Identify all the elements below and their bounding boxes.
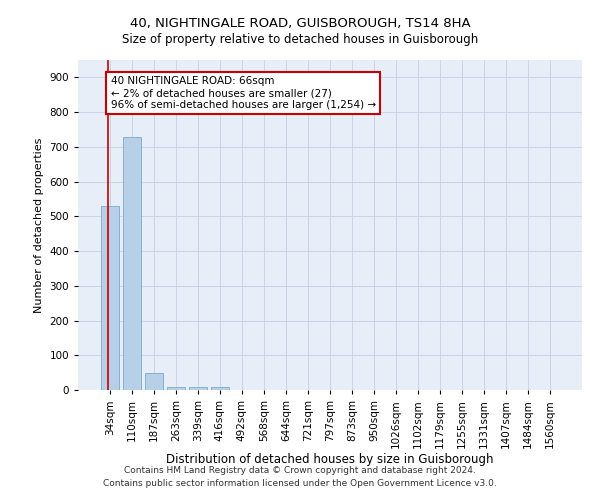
X-axis label: Distribution of detached houses by size in Guisborough: Distribution of detached houses by size … [166, 454, 494, 466]
Text: 40 NIGHTINGALE ROAD: 66sqm
← 2% of detached houses are smaller (27)
96% of semi-: 40 NIGHTINGALE ROAD: 66sqm ← 2% of detac… [110, 76, 376, 110]
Y-axis label: Number of detached properties: Number of detached properties [34, 138, 44, 312]
Text: 40, NIGHTINGALE ROAD, GUISBOROUGH, TS14 8HA: 40, NIGHTINGALE ROAD, GUISBOROUGH, TS14 … [130, 18, 470, 30]
Bar [211, 386, 229, 390]
Bar [189, 386, 206, 390]
Text: Size of property relative to detached houses in Guisborough: Size of property relative to detached ho… [122, 32, 478, 46]
Bar [123, 138, 140, 390]
Text: Contains HM Land Registry data © Crown copyright and database right 2024.
Contai: Contains HM Land Registry data © Crown c… [103, 466, 497, 487]
Bar [101, 206, 119, 390]
Bar [145, 374, 163, 390]
Bar [167, 386, 185, 390]
